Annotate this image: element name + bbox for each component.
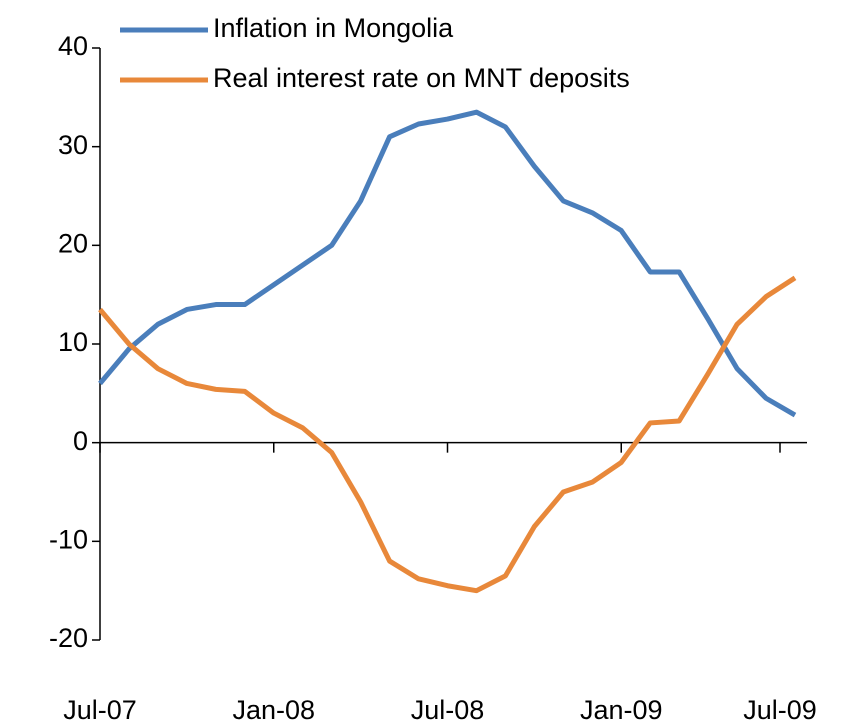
- y-tick-label: 30: [58, 130, 88, 160]
- y-tick-label: 20: [58, 228, 88, 258]
- y-tick-label: 10: [58, 327, 88, 357]
- legend-label: Real interest rate on MNT deposits: [213, 63, 630, 93]
- x-tick-label: Jul-07: [63, 695, 137, 725]
- y-tick-label: -10: [49, 524, 88, 554]
- x-tick-label: Jul-08: [411, 695, 485, 725]
- x-tick-label: Jan-08: [232, 695, 315, 725]
- y-tick-label: 40: [58, 31, 88, 61]
- y-tick-label: -20: [49, 623, 88, 653]
- legend-label: Inflation in Mongolia: [213, 13, 454, 43]
- x-tick-label: Jul-09: [743, 695, 817, 725]
- line-series: [98, 109, 797, 418]
- x-tick-label: Jan-09: [580, 695, 663, 725]
- line-series: [98, 275, 797, 594]
- y-tick-label: 0: [73, 426, 88, 456]
